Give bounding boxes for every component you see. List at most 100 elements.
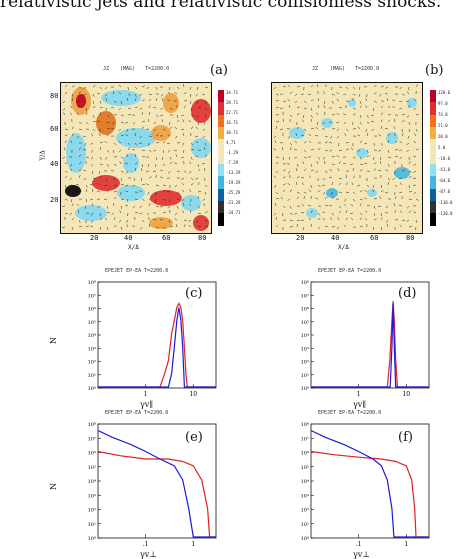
y-tick-label: 10⁰	[301, 386, 309, 392]
cbar-label: 22.71	[226, 110, 238, 115]
field-blob	[191, 99, 211, 123]
y-tick-label: 10⁷	[301, 293, 309, 299]
panel-a-xtick: 20	[90, 234, 98, 242]
field-blob	[66, 133, 86, 173]
panel-b-xtick: 40	[331, 234, 339, 242]
plot-frame	[98, 282, 216, 388]
cbar-label: 5.0	[438, 145, 445, 150]
panel-b-title-left: JZ	[312, 66, 318, 72]
panel-b-title-right: T=2200.0	[355, 66, 379, 72]
y-tick-label: 10⁵	[88, 465, 96, 471]
series-line-blue	[98, 431, 216, 538]
panel-b-heatmap	[271, 82, 423, 234]
panel-a-ytick: 60	[50, 125, 58, 133]
panel-b-tag: (b)	[425, 63, 443, 78]
panel-a-xtick: 80	[198, 234, 206, 242]
series-line-red	[98, 452, 216, 538]
panel-a-xtick: 40	[124, 234, 132, 242]
panel-b-title-mid: (MAG)	[330, 66, 345, 72]
panel-b-xtick: 80	[406, 234, 414, 242]
panel-a-ylabel: Y/Δ	[40, 150, 47, 160]
y-tick-label: 10²	[88, 508, 96, 514]
y-tick-label: 10⁸	[88, 280, 96, 286]
y-tick-label: 10¹	[301, 522, 309, 528]
cbar-label: -64.0	[438, 178, 450, 183]
field-blob	[151, 125, 171, 141]
panel-a-colorbar	[218, 90, 224, 220]
y-tick-label: 10⁰	[301, 536, 309, 542]
panel-b-field-svg	[272, 83, 422, 233]
panel-b-xtick: 60	[370, 234, 378, 242]
y-tick-label: 10⁴	[88, 479, 96, 485]
cbar-label: -1.29	[226, 150, 238, 155]
panel-a-ytick: 80	[50, 92, 58, 100]
cbar-label: 34.71	[226, 90, 238, 95]
y-tick-label: 10⁵	[301, 320, 309, 326]
y-tick-label: 10⁸	[301, 280, 309, 286]
panel-a-field-svg	[61, 83, 211, 233]
cbar-label: -18.0	[438, 156, 450, 161]
cbar-label: 10.71	[226, 130, 238, 135]
field-blob	[407, 98, 417, 108]
field-blob	[116, 128, 156, 148]
field-blob	[76, 94, 86, 108]
y-tick-label: 10¹	[88, 522, 96, 528]
y-tick-label: 10⁸	[88, 422, 96, 428]
panel-a-ytick: 20	[50, 196, 58, 204]
field-blob	[306, 208, 318, 218]
y-tick-label: 10⁶	[88, 451, 96, 457]
x-tick-label: .1	[356, 541, 362, 548]
field-blob	[163, 93, 179, 113]
cbar-label: 28.71	[226, 100, 238, 105]
cbar-label: -31.29	[226, 200, 240, 205]
cbar-label: 97.0	[438, 101, 448, 106]
y-tick-label: 10⁴	[301, 333, 309, 339]
y-tick-label: 10⁶	[88, 307, 96, 313]
field-blob	[386, 132, 398, 144]
cbar-label: 74.0	[438, 112, 448, 117]
panel-d-xlabel: γv∥	[353, 400, 366, 409]
cbar-label: -41.0	[438, 167, 450, 172]
y-tick-label: 10²	[301, 360, 309, 366]
y-tick-label: 10²	[88, 360, 96, 366]
field-blob	[394, 167, 410, 179]
y-tick-label: 10⁵	[301, 465, 309, 471]
y-tick-label: 10⁸	[301, 422, 309, 428]
y-tick-label: 10³	[88, 346, 96, 352]
y-tick-label: 10⁷	[301, 436, 309, 442]
y-tick-label: 10³	[88, 493, 96, 499]
panel-a-tag: (a)	[210, 63, 228, 78]
y-tick-label: 10¹	[301, 373, 309, 379]
panel-a-title-mid: (MAG)	[120, 66, 135, 72]
panel-a-ytick: 40	[50, 160, 58, 168]
panel-c-xlabel: γv∥	[140, 400, 153, 409]
field-blob	[193, 215, 209, 231]
y-tick-label: 10⁷	[88, 436, 96, 442]
y-tick-label: 10²	[301, 508, 309, 514]
y-tick-label: 10³	[301, 493, 309, 499]
field-blob	[101, 90, 141, 106]
cbar-label: 120.0	[438, 90, 450, 95]
series-line-red	[98, 304, 216, 388]
field-blob	[92, 175, 120, 191]
field-blob	[149, 217, 173, 229]
field-blob	[117, 185, 145, 201]
panel-a-xlabel: X/Δ	[128, 244, 139, 251]
panel-c-ylabel: N	[49, 337, 58, 344]
y-tick-label: 10⁷	[88, 293, 96, 299]
cbar-label: -19.29	[226, 180, 240, 185]
cbar-label: 51.0	[438, 123, 448, 128]
series-line-red	[311, 452, 429, 538]
panel-a-heatmap	[60, 82, 212, 234]
cbar-label: -87.0	[438, 189, 450, 194]
panel-b-xtick: 20	[296, 234, 304, 242]
series-line-red	[311, 301, 429, 387]
field-blob	[367, 189, 377, 197]
series-line-blue	[311, 431, 429, 538]
y-tick-label: 10⁰	[88, 386, 96, 392]
cbar-label: -25.29	[226, 190, 240, 195]
series-line-blue	[311, 304, 429, 388]
cbar-label: -110.0	[438, 200, 452, 205]
